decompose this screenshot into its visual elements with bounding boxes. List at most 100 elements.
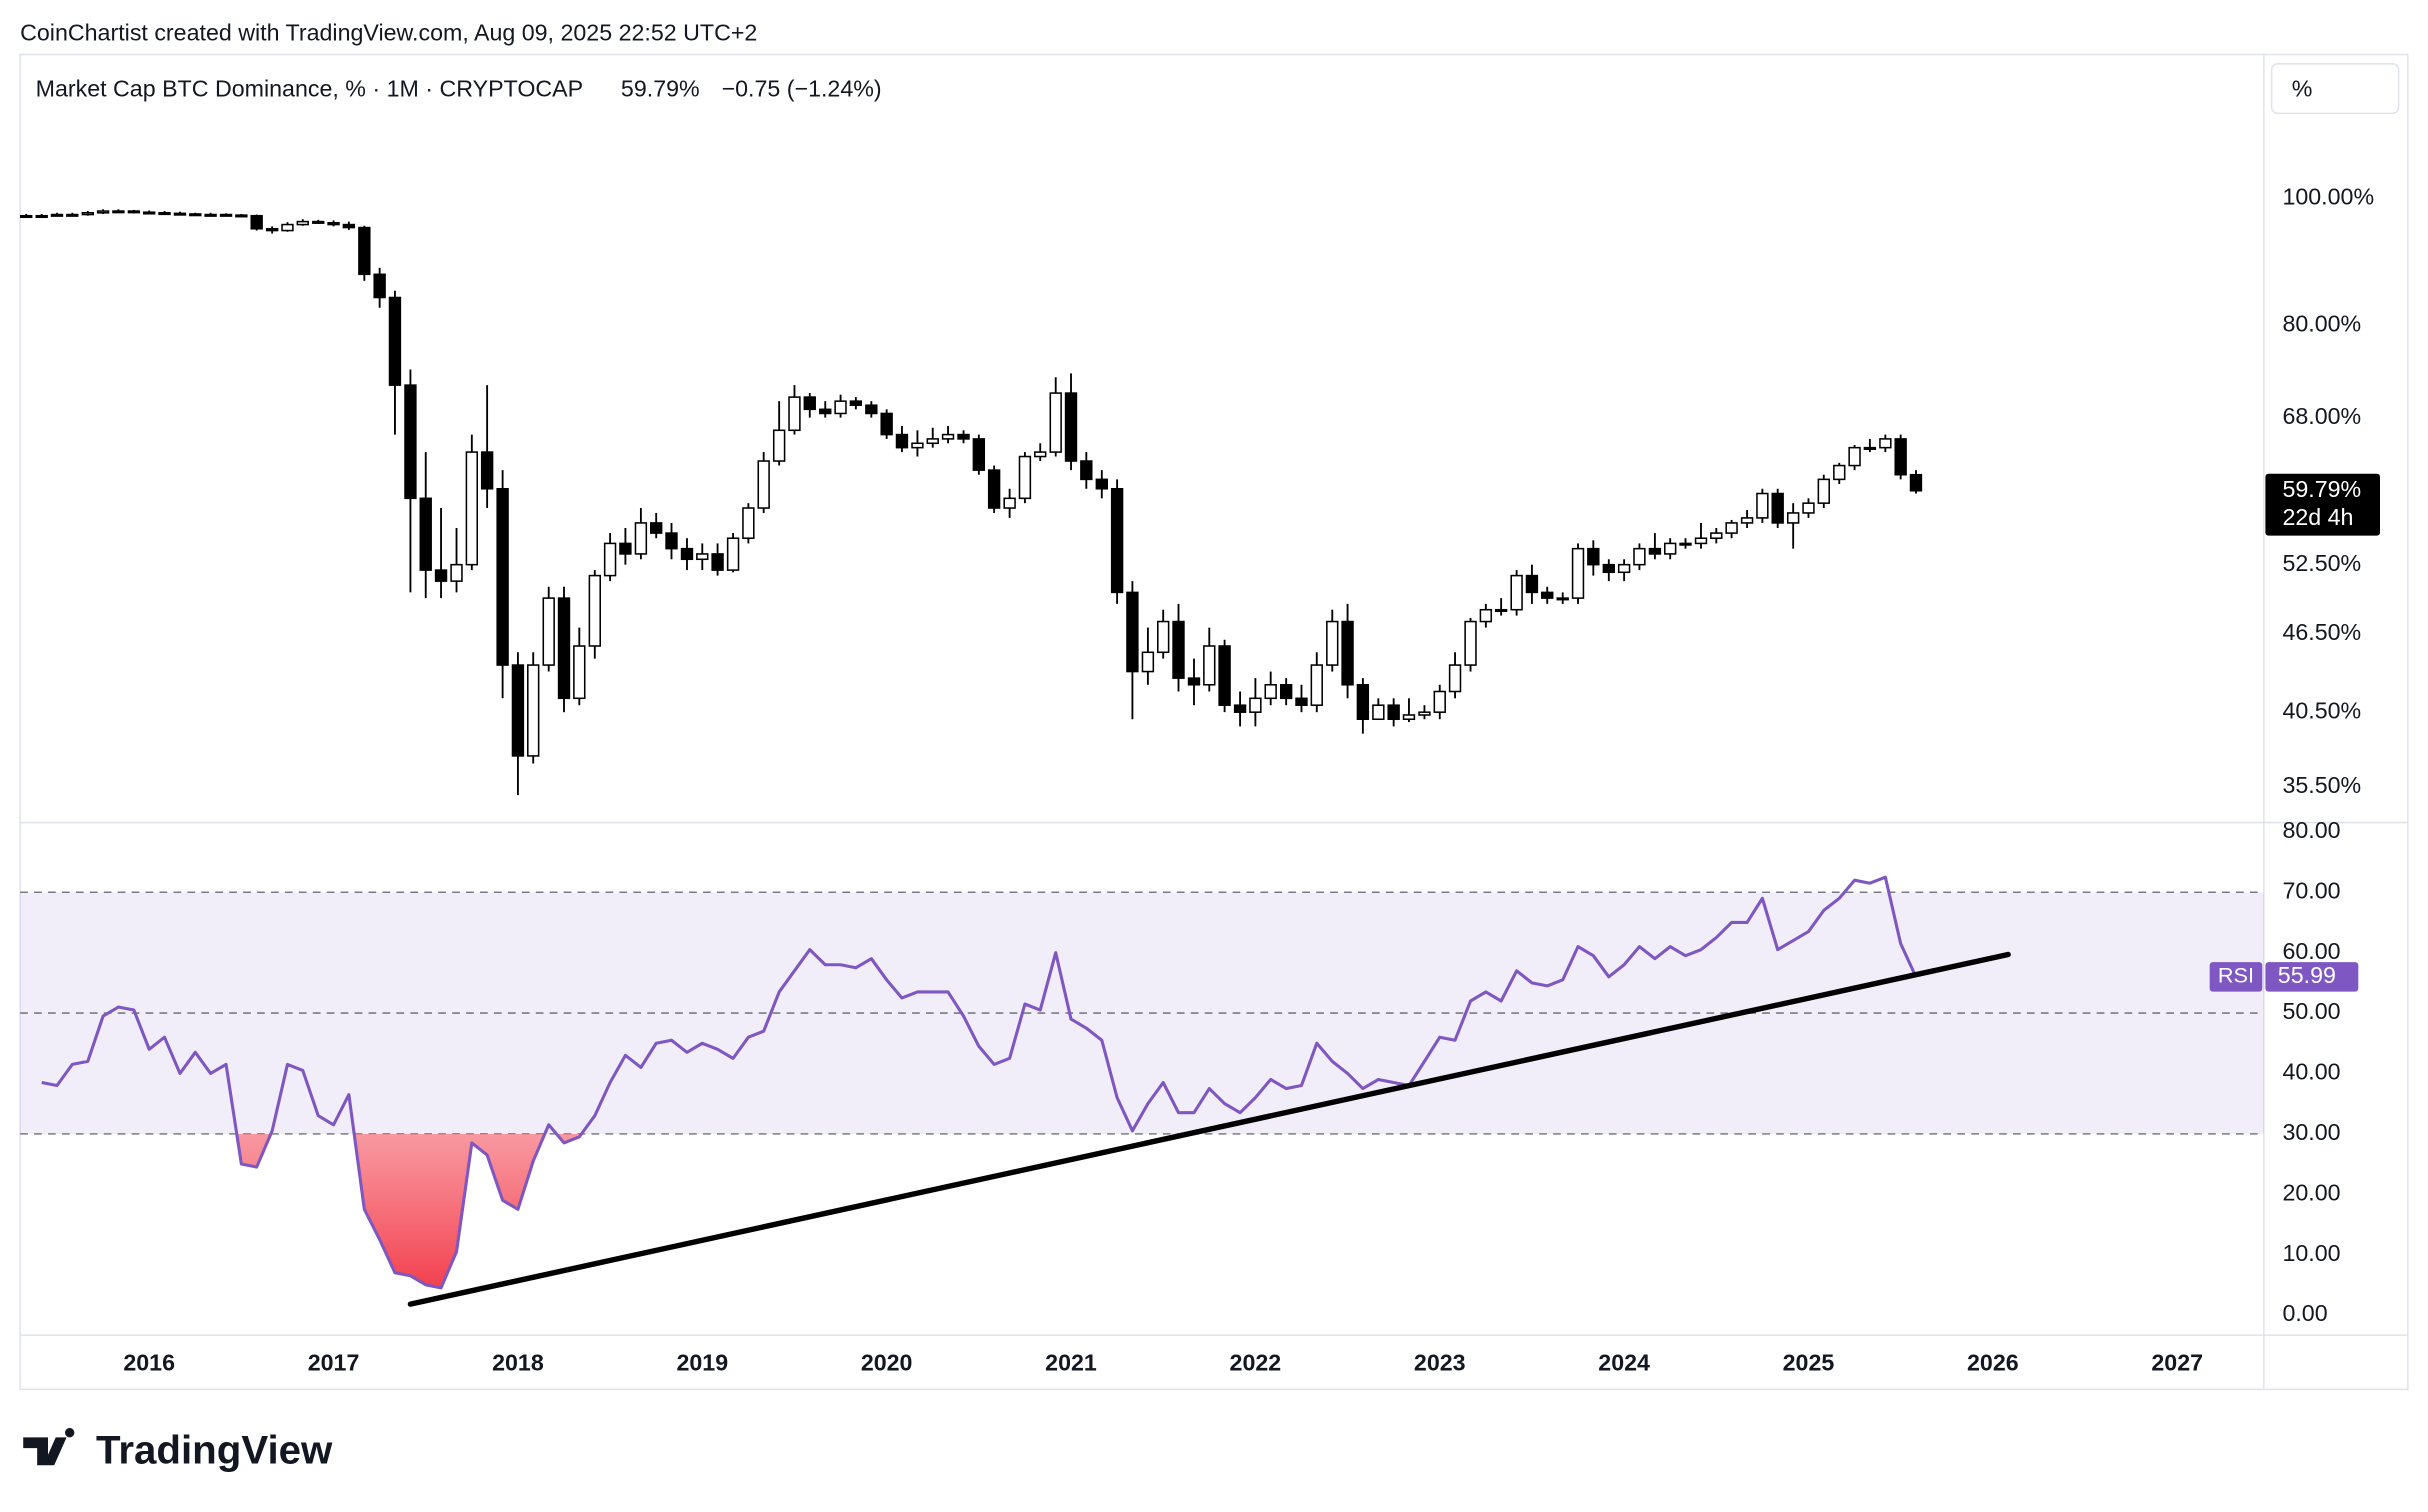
candle-body [1479,608,1493,623]
legend-symbol: Market Cap BTC Dominance, % · 1M · CRYPT… [36,75,584,101]
candle-body [588,574,601,647]
logo: TradingView [23,1427,333,1472]
candle-body [496,487,509,666]
x-tick-label: 2020 [861,1350,913,1376]
candle-body [757,460,770,509]
candle-body [1510,574,1523,611]
candle-body [434,569,448,582]
candle-body [1863,446,1877,450]
candle-body [1141,651,1155,673]
candle-body [1541,591,1554,599]
y-tick-label: 50.00 [2282,998,2340,1024]
last-price-box [2265,473,2380,536]
candle-body [680,547,694,561]
y-tick-label: 46.50% [2282,619,2361,645]
candle-body [1894,438,1907,476]
candle-body [142,211,156,215]
candle-body [1187,677,1201,686]
candle-body [511,664,525,757]
candle-body [1018,455,1032,500]
candle-body [1909,473,1923,492]
candle-body [1157,620,1170,654]
candle-body [127,210,141,214]
candle-body [1756,492,1769,519]
candle-body [711,553,724,571]
candle-body [1356,684,1370,721]
x-tick-label: 2019 [676,1350,728,1376]
candle-body [327,222,340,226]
candle-body [1725,522,1738,534]
candle-body [1464,620,1477,666]
candle-body [726,537,740,571]
candle-body [1817,478,1830,504]
candle-body [450,563,463,582]
x-tick-label: 2027 [2151,1350,2203,1376]
x-tick-label: 2024 [1598,1350,1650,1376]
candle-body [1418,711,1431,716]
candle-body [281,223,294,232]
candle-body [619,542,632,555]
legend-change: −0.75 (−1.24%) [722,75,882,101]
candle-body [173,212,187,216]
candle-body [81,212,94,216]
candle-body [1556,597,1569,601]
candle-body [1494,608,1508,613]
candle-body [1525,574,1539,594]
candle-body [911,442,924,449]
scale-button[interactable] [2270,63,2400,115]
candle-body [235,214,248,218]
y-tick-label: 0.00 [2282,1300,2327,1326]
logo-mark [23,1428,75,1466]
candle-body [972,438,986,471]
candle-body [219,213,233,217]
candle-body [1617,563,1631,574]
candle-body [1034,451,1047,458]
candle-body [1848,446,1861,467]
scale-button-label[interactable]: % [2292,75,2313,101]
candle-body [1372,704,1385,721]
candle-body [803,396,816,411]
candle-body [1571,547,1585,599]
candle-body [1802,502,1815,514]
credit: CoinChartist created with TradingView.co… [20,20,757,46]
candle-body [1003,497,1016,509]
legend-price: 59.79% [621,75,700,101]
candle-body [1049,392,1062,453]
candle-body [1664,542,1677,555]
rsi-line [41,875,1918,1290]
candle-body [465,451,479,566]
candle-body [1710,532,1723,539]
last-value-box [2265,962,2359,992]
candle-body [665,532,678,550]
y-tick-label: 80.00 [2282,817,2340,843]
candle-body [1587,547,1600,566]
candle-body [1833,464,1846,481]
candle-body [50,213,64,217]
candle-body [573,645,586,700]
candle-body [696,553,709,561]
candles [20,209,1923,796]
candle-body [1786,512,1800,524]
y-tick-label: 40.00 [2282,1059,2340,1085]
y-tick-label: 35.50% [2282,772,2361,798]
candle-body [788,396,801,432]
last-value-label: 55.99 [2278,962,2336,988]
candle-body [1110,487,1124,594]
candle-body [419,497,432,571]
candle-body [957,433,970,440]
candle-body [250,214,263,230]
candle-body [603,542,617,577]
candle-body [1694,537,1708,545]
y-tick-label: 70.00 [2282,877,2340,903]
candle-body [342,223,356,229]
candle-body [158,212,171,216]
y-tick-label: 100.00% [2282,184,2374,210]
candle-body [987,469,1001,509]
oversold-fill [236,1133,582,1288]
candle-body [296,220,309,226]
candle-body [388,296,402,386]
candle-body [557,597,571,700]
y-tick-label: 80.00% [2282,310,2361,336]
candle-body [1172,620,1185,679]
